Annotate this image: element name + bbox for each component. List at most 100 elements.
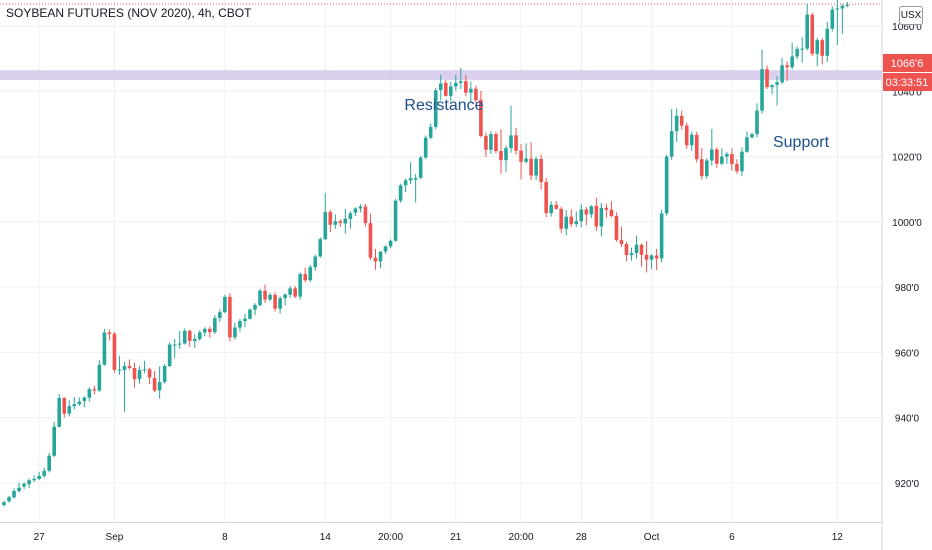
candle[interactable] [684, 122, 689, 149]
candle[interactable] [318, 237, 323, 258]
candle[interactable] [288, 286, 292, 298]
candle[interactable] [298, 272, 302, 300]
candle[interactable] [489, 131, 493, 154]
candle[interactable] [735, 159, 739, 174]
candle[interactable] [363, 203, 368, 227]
candle[interactable] [649, 254, 654, 270]
candle[interactable] [720, 148, 724, 166]
candle[interactable] [398, 183, 403, 203]
candle[interactable] [524, 143, 528, 164]
candle[interactable] [479, 90, 483, 138]
candle[interactable] [770, 84, 774, 95]
candle[interactable] [464, 75, 468, 97]
candle[interactable] [815, 37, 820, 67]
candle[interactable] [157, 366, 162, 399]
currency-button[interactable]: USX [899, 6, 923, 25]
candle[interactable] [208, 326, 212, 338]
candle[interactable] [674, 108, 679, 142]
candle[interactable] [7, 495, 11, 503]
candle[interactable] [750, 132, 754, 139]
candle[interactable] [443, 80, 448, 97]
candle[interactable] [624, 241, 629, 262]
candle[interactable] [197, 330, 202, 341]
candle[interactable] [554, 200, 558, 210]
candle[interactable] [469, 81, 473, 103]
candle[interactable] [669, 108, 674, 160]
candle[interactable] [77, 397, 82, 406]
candle[interactable] [238, 319, 242, 332]
candle[interactable] [107, 329, 112, 341]
candle[interactable] [67, 400, 72, 417]
candle[interactable] [112, 332, 117, 373]
candle[interactable] [584, 206, 589, 226]
candle[interactable] [438, 74, 443, 101]
price-axis[interactable]: 920'0 940'0 960'0 980'0 1000'0 1020'0 1040'0 10… [892, 22, 922, 490]
candle[interactable] [37, 471, 41, 480]
candle[interactable] [167, 342, 172, 368]
candle[interactable] [268, 292, 272, 302]
candle[interactable] [218, 309, 222, 323]
candle[interactable] [373, 248, 378, 270]
candle[interactable] [353, 207, 358, 216]
candle[interactable] [348, 211, 353, 229]
candle[interactable] [378, 251, 383, 269]
candle[interactable] [644, 241, 649, 273]
candle[interactable] [740, 147, 744, 177]
candle[interactable] [122, 361, 127, 412]
candle[interactable] [323, 193, 328, 241]
candle[interactable] [599, 202, 604, 237]
candle[interactable] [258, 288, 262, 307]
candle[interactable] [825, 21, 830, 62]
candle[interactable] [454, 75, 458, 91]
candle[interactable] [27, 478, 31, 489]
candle[interactable] [539, 154, 543, 190]
candle[interactable] [504, 145, 508, 172]
candle[interactable] [17, 482, 21, 493]
candle[interactable] [413, 173, 418, 203]
candle[interactable] [293, 286, 297, 299]
candle[interactable] [775, 76, 779, 106]
candle[interactable] [308, 264, 313, 282]
candle[interactable] [589, 205, 594, 218]
candle[interactable] [830, 6, 835, 32]
candle[interactable] [614, 212, 619, 242]
candle[interactable] [192, 334, 197, 349]
candle[interactable] [92, 385, 97, 395]
candle[interactable] [117, 355, 122, 375]
candle[interactable] [835, 0, 840, 46]
candle[interactable] [694, 131, 699, 163]
candle[interactable] [358, 204, 363, 213]
candle[interactable] [87, 387, 92, 402]
candle[interactable] [423, 135, 428, 160]
candle[interactable] [22, 482, 26, 490]
candle[interactable] [2, 500, 6, 507]
candle[interactable] [544, 178, 548, 218]
candle[interactable] [609, 201, 614, 218]
time-axis[interactable]: 27 Sep 8 14 20:00 21 20:00 28 Oct 6 12 [34, 532, 844, 543]
candle[interactable] [263, 284, 267, 304]
candle[interactable] [499, 129, 503, 174]
candle[interactable] [705, 158, 709, 179]
candle[interactable] [710, 128, 714, 166]
candle[interactable] [529, 142, 533, 181]
candle[interactable] [760, 49, 764, 114]
candle[interactable] [579, 204, 584, 228]
candle[interactable] [152, 370, 157, 393]
candle[interactable] [745, 131, 749, 153]
candle[interactable] [474, 85, 478, 103]
candle[interactable] [303, 267, 307, 283]
candle[interactable] [519, 144, 523, 180]
candle[interactable] [569, 209, 574, 228]
candle[interactable] [790, 42, 794, 70]
candle[interactable] [785, 61, 789, 81]
candle[interactable] [725, 152, 729, 164]
candle[interactable] [559, 206, 564, 233]
candle[interactable] [333, 214, 338, 229]
candle[interactable] [810, 12, 815, 57]
candle[interactable] [72, 397, 77, 410]
candle[interactable] [82, 396, 87, 408]
candle[interactable] [12, 488, 16, 499]
candle[interactable] [228, 293, 232, 342]
candle[interactable] [278, 296, 282, 314]
candle[interactable] [730, 148, 734, 171]
